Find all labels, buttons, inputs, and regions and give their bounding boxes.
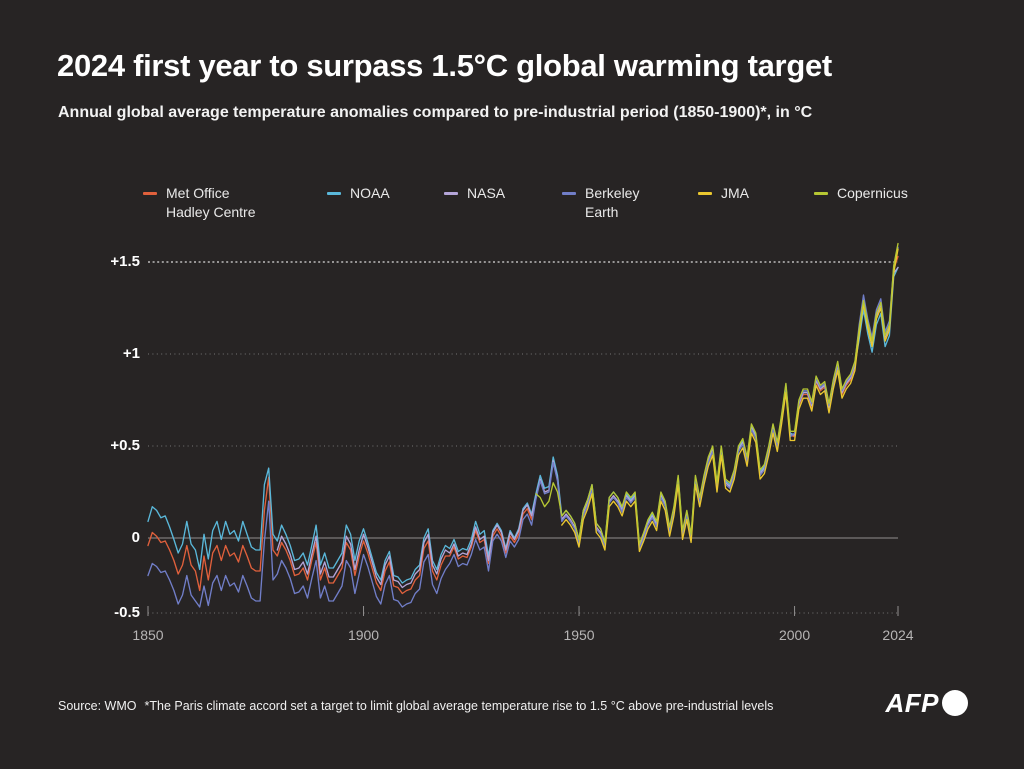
y-axis-label--0.5: -0.5 [114,604,140,621]
page-subtitle: Annual global average temperature anomal… [58,104,813,121]
y-axis-label-+1.5: +1.5 [110,253,140,270]
series-line-berkeley-earth [147,246,899,608]
y-axis-label-0: 0 [131,529,140,546]
source-note: Source: WMO *The Paris climate accord set… [58,699,838,713]
series-line-copernicus [535,242,899,545]
page-title: 2024 first year to surpass 1.5°C global … [57,48,832,83]
y-axis-label-+0.5: +0.5 [110,437,140,454]
footnote-text: *The Paris climate accord set a target t… [144,699,774,713]
series-line-nasa [276,266,899,589]
afp-logo: AFP [885,688,968,718]
afp-logo-text: AFP [885,688,939,718]
x-axis-label-2000: 2000 [778,627,811,643]
afp-globe-icon [942,690,968,716]
source-label: Source: WMO [58,699,137,713]
series-line-jma [561,248,899,553]
series-line-noaa [147,266,899,584]
x-axis-label-1950: 1950 [563,627,595,643]
y-axis-label-+1: +1 [122,345,140,362]
x-axis-label-2024: 2024 [882,627,914,643]
x-axis-label-1850: 1850 [132,627,164,643]
x-axis-label-1900: 1900 [347,627,380,643]
